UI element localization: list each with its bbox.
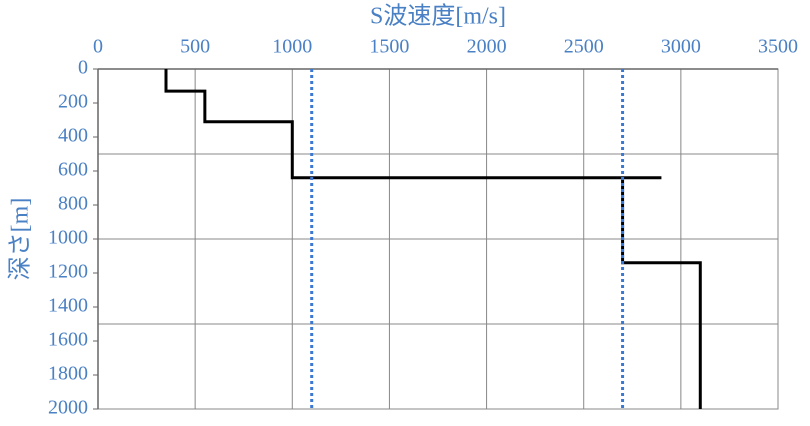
x-tick-label: 3000 — [661, 36, 701, 58]
x-tick-label: 1500 — [369, 36, 409, 58]
y-tick-label: 800 — [58, 193, 88, 215]
y-tick-label: 1200 — [48, 261, 88, 283]
x-axis-label: S波速度[m/s] — [370, 3, 506, 30]
y-tick-label: 1800 — [48, 363, 88, 385]
x-tick-label: 2000 — [467, 36, 507, 58]
x-tick-label: 0 — [93, 36, 103, 58]
velocity-profile — [164, 69, 702, 409]
y-tick-label: 1000 — [48, 227, 88, 249]
y-tick-label: 600 — [58, 159, 88, 181]
y-tick-label: 1400 — [48, 295, 88, 317]
x-tick-label: 500 — [180, 36, 210, 58]
y-tick-label: 2000 — [48, 397, 88, 419]
y-tick-label: 400 — [58, 125, 88, 147]
x-tick-label: 1000 — [272, 36, 312, 58]
x-tick-label: 2500 — [564, 36, 604, 58]
y-tick-label: 0 — [78, 57, 88, 79]
x-tick-label: 3500 — [758, 36, 798, 58]
y-tick-label: 200 — [58, 91, 88, 113]
y-axis-label: 深さ[m] — [7, 198, 34, 281]
y-tick-label: 1600 — [48, 329, 88, 351]
